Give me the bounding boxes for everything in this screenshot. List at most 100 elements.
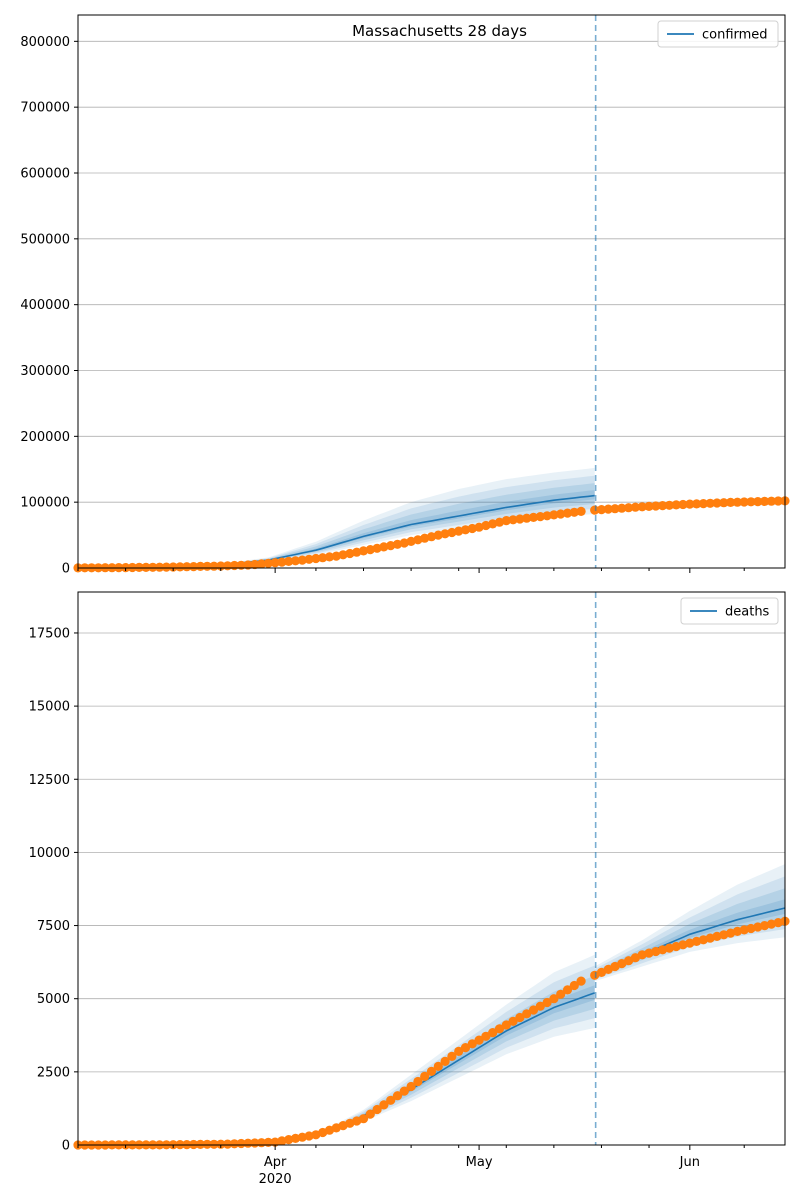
observed-fit-point [440, 529, 450, 539]
observed-fit-point [433, 1061, 443, 1071]
observed-fit-point [195, 1139, 205, 1149]
observed-fit-point [535, 511, 545, 522]
observed-fit-point [229, 1139, 239, 1149]
observed-fit-point [413, 1076, 423, 1087]
legend-box [680, 597, 779, 625]
observed-fit-point [311, 553, 321, 564]
observed-forecast-point [644, 501, 654, 511]
observed-fit-point [454, 526, 464, 536]
legend-label: confirmed [702, 28, 768, 43]
observed-fit-point [569, 507, 579, 517]
observed-fit-point [447, 1051, 457, 1061]
observed-fit-point [501, 1020, 511, 1030]
y-tick-label: 0 [62, 1139, 70, 1154]
y-tick-label: 200000 [20, 430, 70, 445]
model-fit-band [78, 475, 595, 568]
observed-fit-point [426, 1066, 437, 1076]
axes-frame [77, 14, 786, 569]
observed-fit-point [467, 523, 477, 534]
observed-fit-point [372, 1104, 382, 1115]
observed-fit-point [386, 1095, 396, 1105]
observed-forecast-point [658, 501, 668, 511]
observed-forecast-point [705, 498, 715, 508]
observed-fit-point [209, 1139, 219, 1149]
observed-forecast-point [596, 505, 607, 515]
observed-fit-point [155, 562, 165, 572]
observed-fit-point [508, 1016, 518, 1026]
observed-forecast-point [732, 497, 743, 507]
observed-fit-point [365, 1109, 375, 1119]
observed-fit-point [569, 980, 579, 991]
observed-fit-point [290, 1133, 301, 1143]
observed-fit-point [501, 516, 511, 526]
observed-fit-point [420, 1071, 430, 1081]
model-fit-band [78, 490, 595, 568]
observed-fit-point [488, 1028, 498, 1038]
observed-fit-point [161, 562, 171, 572]
observed-forecast-point [698, 499, 709, 509]
observed-forecast-point [760, 496, 770, 506]
observed-fit-point [290, 556, 301, 566]
observed-fit-point [236, 1138, 246, 1149]
observed-forecast-point [651, 501, 661, 511]
observed-fit-point [549, 510, 559, 520]
observed-fit-point [182, 562, 192, 572]
observed-fit-point [562, 508, 573, 518]
observed-fit-point [379, 1100, 389, 1110]
observed-fit-point [454, 1046, 464, 1056]
y-tick-label: 12500 [29, 773, 70, 788]
observed-forecast-point [739, 497, 749, 507]
observed-forecast-point [766, 496, 777, 506]
observed-forecast-point [630, 502, 641, 512]
observed-fit-point [243, 560, 253, 570]
observed-fit-point [284, 556, 294, 567]
observed-fit-point [522, 1009, 532, 1019]
observed-forecast-point [719, 498, 729, 508]
chart-title: Massachusetts 28 days [352, 22, 527, 40]
observed-forecast-point [773, 496, 783, 506]
model-fit-band [78, 965, 595, 1145]
y-tick-label: 5000 [37, 992, 70, 1007]
observed-fit-point [481, 1031, 491, 1041]
observed-fit-point [386, 541, 396, 551]
x-tick-label: Jun [679, 1155, 700, 1170]
observed-fit-point [556, 509, 566, 519]
model-forecast-band [594, 899, 785, 977]
axes-frame [77, 591, 786, 1146]
observed-forecast-point [685, 499, 695, 509]
observed-fit-point [223, 1139, 233, 1149]
x-tick-label: May [466, 1155, 493, 1170]
y-tick-label: 600000 [20, 167, 70, 182]
observed-fit-point [189, 562, 199, 572]
observed-fit-point [202, 561, 212, 571]
observed-fit-point [304, 554, 314, 564]
observed-fit-point [515, 1012, 525, 1023]
observed-forecast-point [637, 502, 647, 512]
observed-fit-point [515, 514, 525, 524]
observed-fit-point [365, 545, 375, 555]
observed-fit-point [433, 530, 443, 540]
observed-fit-point [460, 1043, 471, 1053]
observed-forecast-point [712, 498, 722, 508]
observed-forecast-point [726, 497, 736, 507]
observed-fit-point [576, 976, 586, 986]
y-tick-label: 10000 [29, 846, 70, 861]
observed-fit-point [379, 542, 389, 552]
observed-forecast-point [692, 499, 702, 509]
y-tick-label: 700000 [20, 101, 70, 116]
observed-fit-point [331, 551, 341, 561]
legend-label: deaths [725, 605, 770, 620]
observed-fit-point [304, 1131, 314, 1141]
observed-fit-point [195, 561, 205, 572]
observed-fit-point [535, 1001, 545, 1011]
observed-fit-point [297, 555, 307, 565]
observed-forecast-point [617, 503, 627, 513]
observed-fit-point [508, 515, 518, 525]
y-tick-label: 800000 [20, 35, 70, 50]
observed-fit-point [277, 1136, 287, 1146]
observed-fit-point [399, 1086, 409, 1096]
y-tick-label: 400000 [20, 298, 70, 313]
observed-fit-point [338, 550, 348, 560]
observed-forecast-point [624, 503, 634, 513]
